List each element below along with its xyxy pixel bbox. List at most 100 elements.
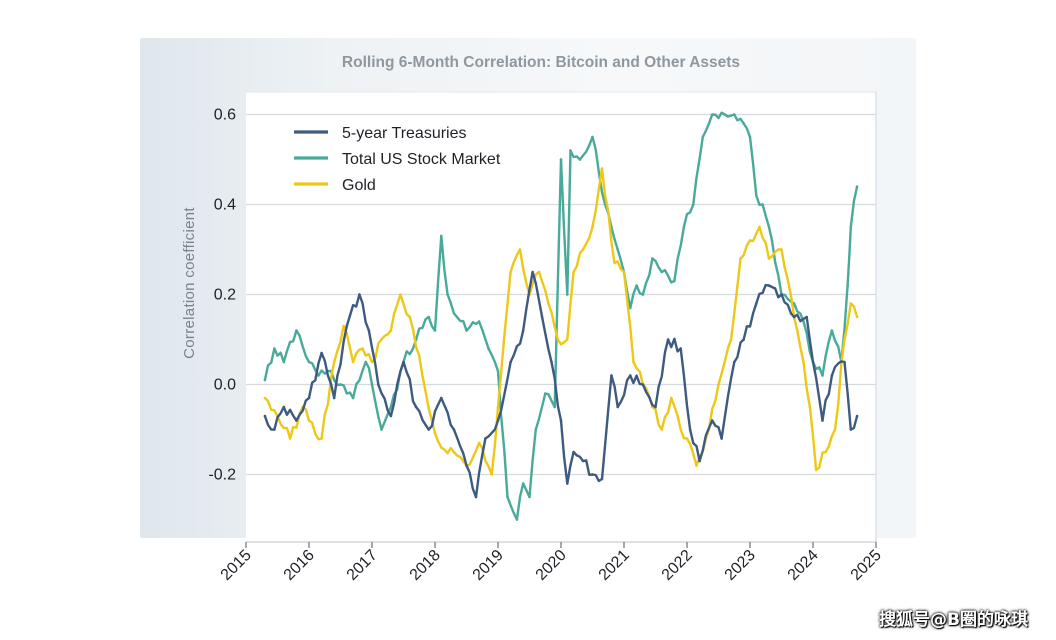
series-point-1 [351,396,355,400]
series-point-2 [361,347,364,350]
series-point-0 [811,360,815,364]
series-point-2 [600,167,604,170]
series-point-1 [761,203,764,206]
series-point-0 [389,414,393,418]
y-tick-label: 0.6 [214,107,236,124]
series-point-2 [509,270,512,274]
series-point-0 [295,419,298,422]
x-tick-label: 2015 [218,547,255,584]
series-point-0 [616,405,619,409]
watermark: 搜狐号@B圈的咏琪 [879,610,1028,630]
series-point-1 [295,329,298,332]
series-point-0 [780,293,783,296]
series-point-1 [635,284,638,287]
series-point-2 [496,405,500,409]
series-point-0 [755,302,758,305]
series-point-1 [755,194,758,197]
series-point-1 [307,360,311,364]
series-point-0 [496,419,500,422]
series-point-1 [559,158,563,161]
series-point-2 [679,428,682,431]
series-point-2 [669,396,673,400]
series-point-2 [739,257,742,260]
series-point-1 [477,320,481,323]
series-point-2 [572,270,575,274]
series-point-1 [830,329,834,332]
legend-label: Total US Stock Market [342,151,501,168]
series-point-0 [550,360,553,364]
series-point-1 [641,293,645,296]
series-point-1 [553,405,556,409]
series-point-0 [320,351,323,355]
series-point-1 [748,135,752,139]
series-point-0 [282,405,286,409]
series-point-1 [506,495,509,499]
series-point-2 [849,302,853,305]
series-point-2 [263,396,267,400]
series-point-2 [288,437,292,440]
series-point-1 [855,185,859,188]
series-point-1 [433,329,437,332]
series-point-1 [528,495,531,499]
series-point-0 [414,405,418,409]
series-point-0 [509,360,512,364]
series-point-0 [855,414,859,418]
series-point-1 [651,257,654,260]
y-tick-label: -0.2 [208,467,236,484]
series-point-0 [377,383,380,386]
y-axis-label: Correlation coefficient [181,207,198,359]
series-point-0 [732,360,736,364]
series-point-2 [332,360,336,364]
y-tick-label: 0.0 [214,377,236,394]
series-point-2 [537,270,541,274]
series-point-0 [440,396,443,400]
series-point-0 [402,360,405,364]
series-point-2 [729,338,733,341]
series-point-2 [695,464,698,467]
series-point-2 [477,441,481,445]
series-point-0 [540,315,544,319]
series-point-0 [610,374,613,377]
series-point-1 [660,270,664,274]
series-point-2 [581,248,585,251]
x-tick-label: 2016 [281,547,318,584]
series-point-0 [345,324,349,328]
series-point-0 [666,338,670,341]
series-point-1 [701,135,705,139]
series-point-1 [339,383,342,386]
series-point-2 [380,338,383,341]
series-point-0 [805,315,808,319]
series-point-0 [332,396,336,400]
series-point-2 [399,293,402,296]
series-point-2 [421,374,424,377]
series-point-2 [622,270,626,274]
series-point-1 [446,293,449,296]
series-point-2 [440,446,443,449]
series-point-1 [616,248,619,251]
x-tick-label: 2021 [596,547,633,584]
series-point-1 [543,392,547,395]
series-point-2 [632,360,635,364]
series-point-0 [572,450,575,454]
series-point-0 [559,419,563,422]
series-point-0 [710,419,714,422]
series-point-1 [849,225,853,229]
series-point-0 [307,396,311,400]
chart-title: Rolling 6-Month Correlation: Bitcoin and… [342,54,740,71]
series-point-1 [792,302,796,305]
series-point-1 [487,347,490,350]
series-point-1 [742,122,745,125]
legend-label: Gold [342,177,376,194]
series-point-0 [679,347,682,350]
series-lines [263,111,859,521]
series-point-2 [307,419,311,422]
series-point-0 [263,414,267,418]
series-point-2 [518,248,522,251]
series-point-0 [698,459,701,463]
series-point-1 [846,284,849,287]
series-point-1 [364,360,368,364]
series-point-0 [629,374,632,377]
series-point-1 [821,374,824,377]
series-point-2 [824,450,827,454]
